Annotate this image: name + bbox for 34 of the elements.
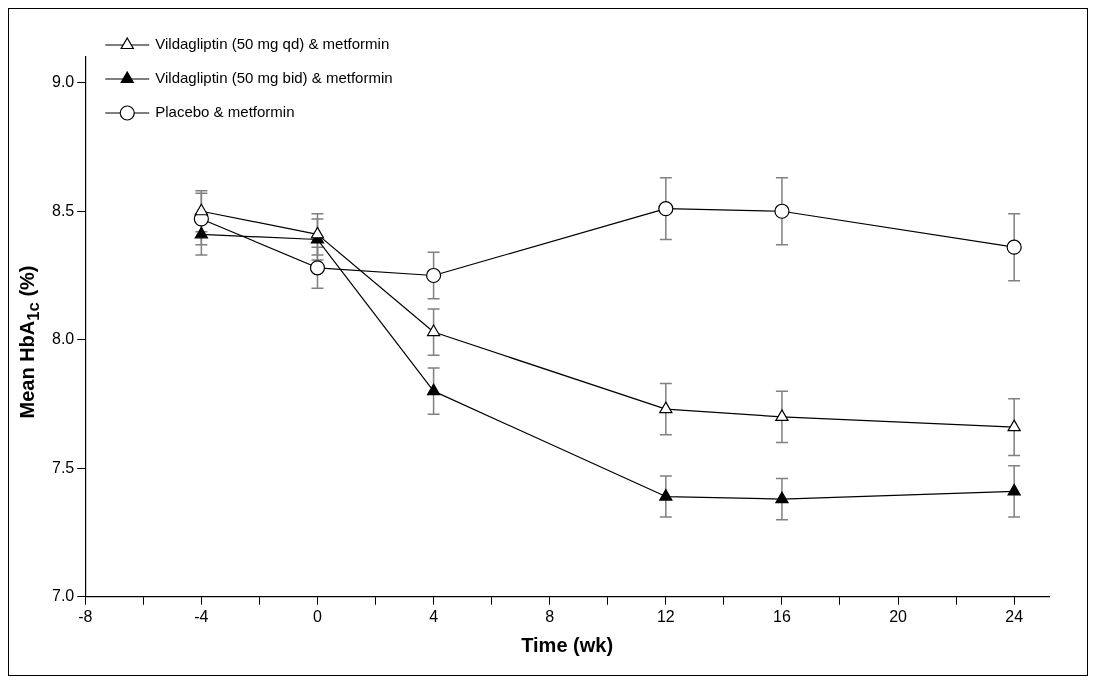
point <box>659 401 673 414</box>
y-tick-label: 7.0 <box>51 587 75 605</box>
point <box>658 201 674 217</box>
y-tick-label: 8.0 <box>51 330 75 348</box>
legend-label: Vildagliptin (50 mg qd) & metformin <box>155 35 390 53</box>
point <box>1006 239 1022 255</box>
point <box>774 203 790 219</box>
x-axis-title: Time (wk) <box>521 633 614 656</box>
legend-label: Vildagliptin (50 mg bid) & metformin <box>155 69 393 87</box>
point <box>1007 483 1021 496</box>
legend-label: Placebo & metformin <box>155 103 295 121</box>
x-tick-label: 24 <box>1005 607 1024 625</box>
point <box>775 409 789 421</box>
x-tick-label: 4 <box>429 607 439 625</box>
x-tick-label: -8 <box>78 607 93 625</box>
point <box>426 324 441 337</box>
y-tick-label: 8.5 <box>51 201 75 219</box>
y-tick-label: 7.5 <box>51 458 75 476</box>
point <box>425 267 442 284</box>
x-tick-label: -4 <box>194 607 209 625</box>
point <box>1007 419 1021 432</box>
x-tick-label: 8 <box>545 607 555 625</box>
y-tick-label: 9.0 <box>51 73 75 91</box>
x-tick-label: 12 <box>656 607 675 625</box>
point <box>659 488 673 501</box>
point <box>310 226 325 239</box>
point <box>775 491 789 504</box>
x-tick-label: 0 <box>313 607 323 625</box>
point <box>426 383 441 396</box>
point <box>194 226 209 239</box>
x-tick-label: 16 <box>773 607 791 625</box>
point <box>309 260 326 276</box>
point <box>194 203 209 216</box>
x-tick-label: 20 <box>889 607 908 625</box>
